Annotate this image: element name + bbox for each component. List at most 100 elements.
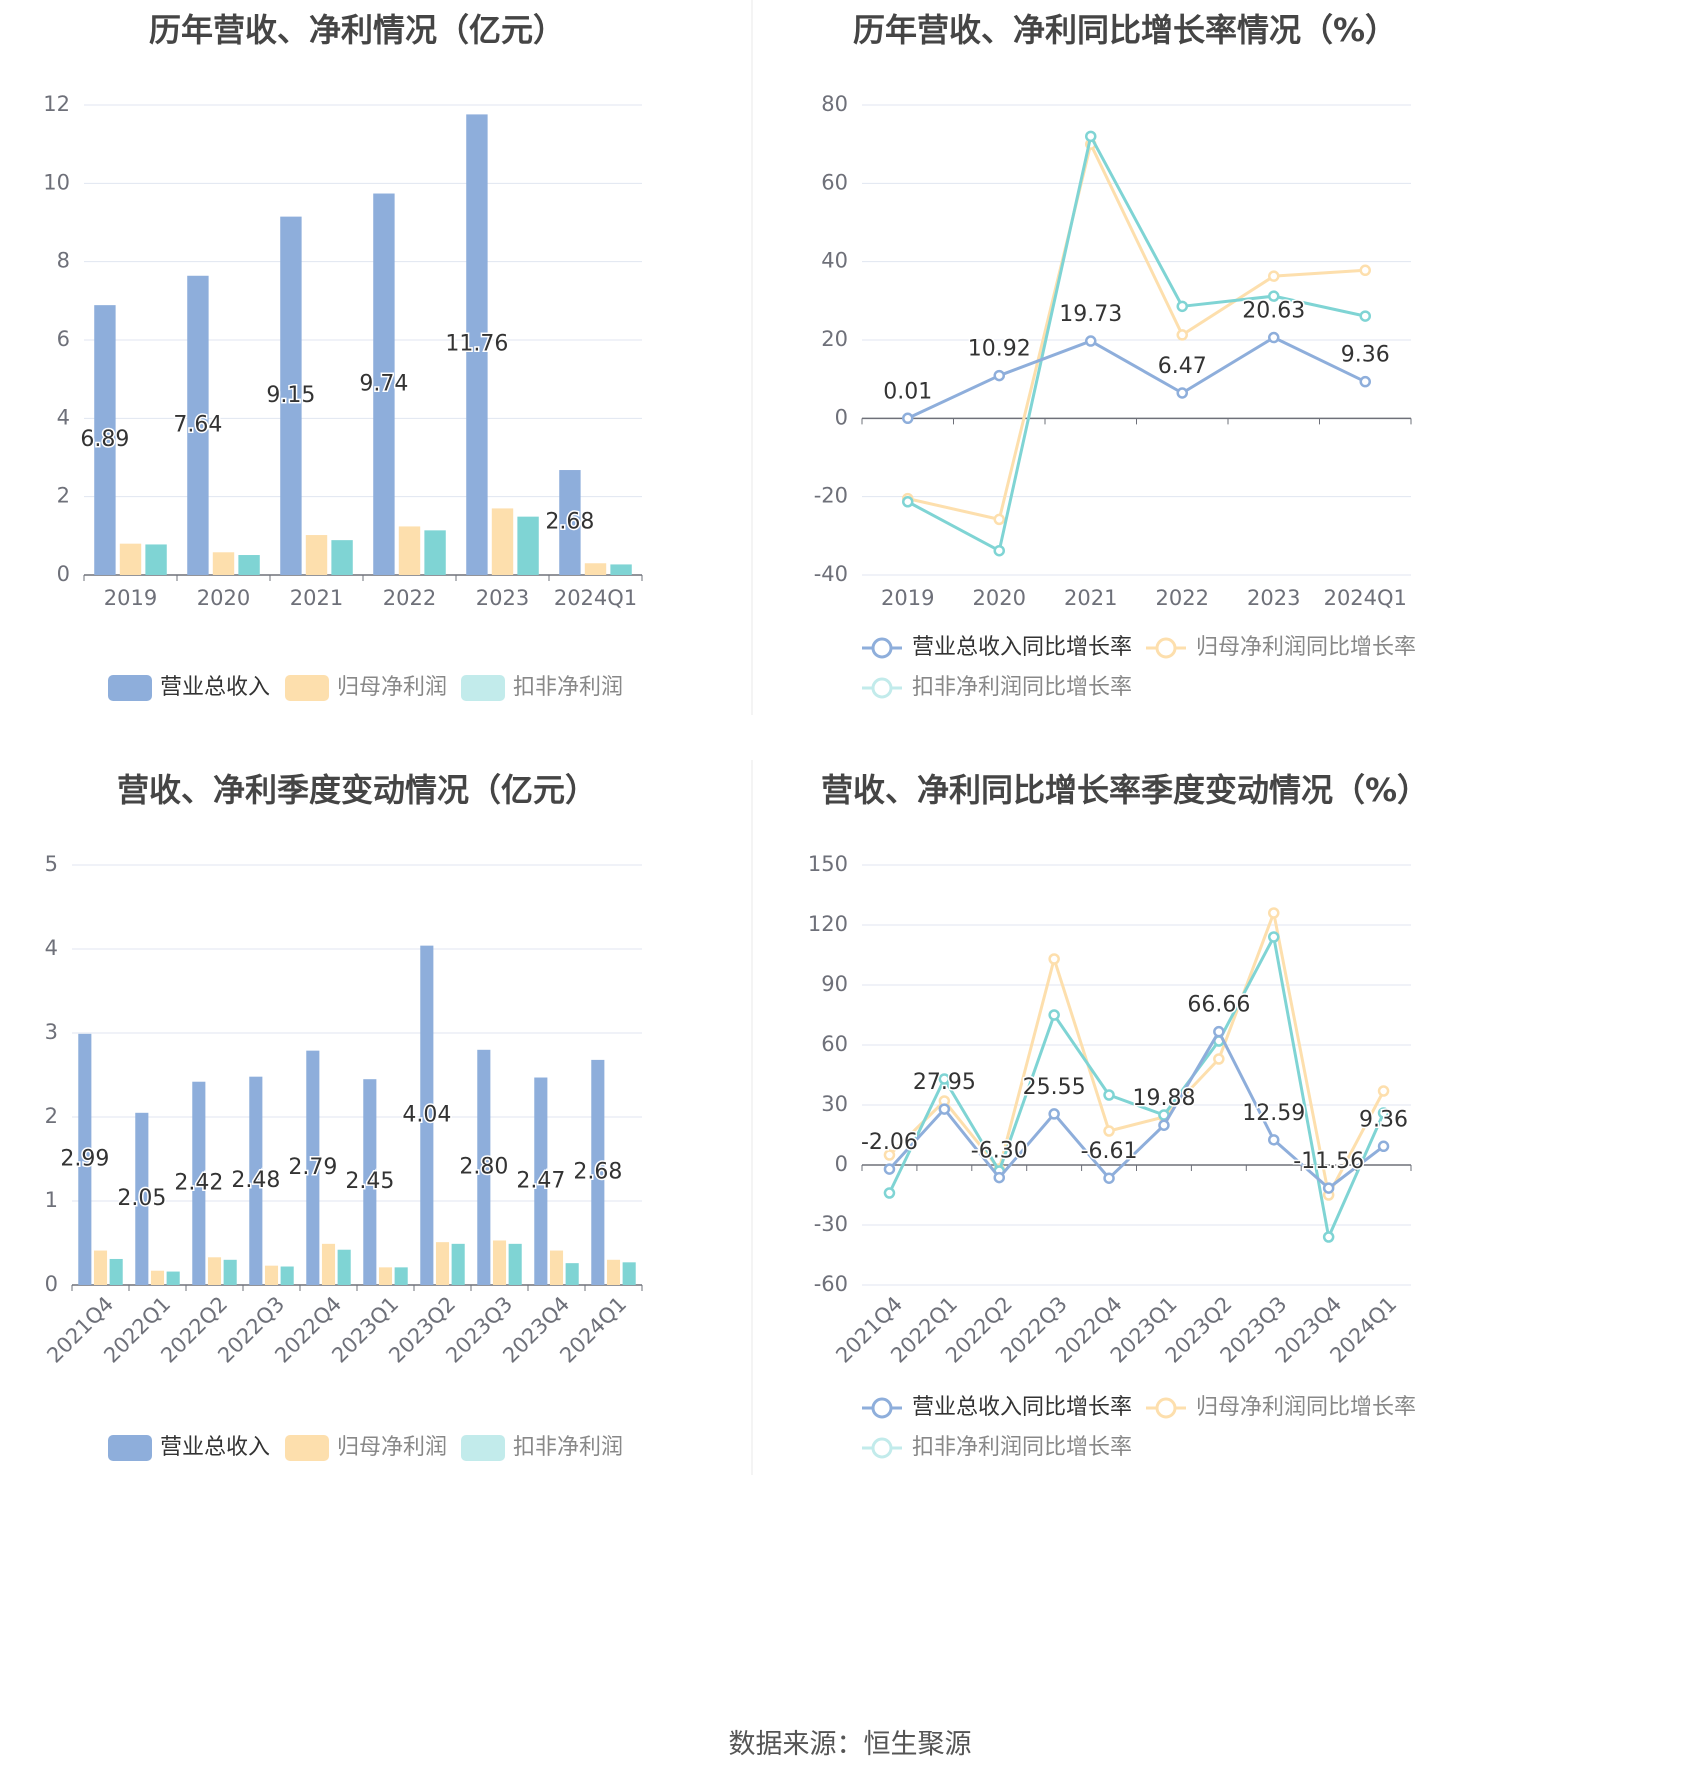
annual-growth-point-revenue-growth [1359, 375, 1371, 388]
quarter-growth-point-revenue-growth [1377, 1140, 1390, 1153]
quarter-amount-bar-net-profit [606, 1259, 621, 1285]
quarter-growth-value-label: 27.95 [913, 1070, 976, 1095]
annual-amount-value-label: 9.74 [359, 371, 408, 396]
quarter-amount-y-tick-label: 3 [45, 1020, 58, 1044]
quarter-growth-y-tick-label: 150 [808, 852, 848, 876]
annual-growth-x-tick-label: 2019 [881, 586, 934, 610]
quarter-growth-point-revenue-growth [1158, 1119, 1170, 1131]
quarter-amount-title: 营收、净利季度变动情况（亿元） [117, 771, 597, 809]
quarter-growth-y-tick-label: 0 [835, 1152, 848, 1176]
annual-growth-legend-label: 营业总收入同比增长率 [912, 635, 1132, 660]
annual-amount-legend-label: 营业总收入 [160, 675, 270, 700]
quarter-amount-bar-deducted-profit [394, 1267, 408, 1285]
quarter-amount-value-label: 2.79 [288, 1155, 337, 1180]
quarter-amount-bar-deducted-profit [622, 1262, 636, 1285]
quarter-growth-line-revenue-growth [888, 1030, 1385, 1190]
quarter-growth-legend-marker [1155, 1397, 1177, 1419]
annual-growth-x-tick-label: 2020 [973, 586, 1026, 610]
annual-amount-y-tick-label: 12 [43, 92, 70, 116]
quarter-growth-y-tick-label: 60 [821, 1032, 848, 1056]
annual-growth-x-tick-label: 2023 [1247, 586, 1300, 610]
quarter-amount-bar-deducted-profit [337, 1249, 351, 1285]
annual-amount-bar-deducted-profit [145, 544, 167, 575]
annual-amount-y-tick-label: 10 [43, 170, 70, 194]
quarter-amount-legend-swatch [461, 1435, 505, 1461]
annual-growth-legend-label: 扣非净利润同比增长率 [912, 675, 1132, 700]
annual-amount-y-tick-label: 4 [57, 405, 70, 429]
quarter-amount-bar-net-profit [492, 1240, 507, 1285]
quarter-amount-bar-deducted-profit [508, 1243, 522, 1285]
annual-amount-bar-revenue [373, 193, 395, 575]
annual-amount-y-tick-label: 8 [57, 249, 70, 273]
annual-amount-legend-swatch [108, 675, 152, 701]
annual-growth-line-revenue-growth [907, 336, 1366, 420]
annual-amount-value-label: 6.89 [80, 427, 129, 452]
quarter-growth-value-label: -2.06 [861, 1130, 918, 1155]
annual-amount-y-tick-label: 2 [57, 484, 70, 508]
quarter-amount-bar-net-profit [549, 1250, 564, 1285]
annual-amount-legend-swatch [285, 675, 329, 701]
annual-amount-x-tick-label: 2021 [290, 586, 343, 610]
annual-growth-point-deducted-profit-growth [1085, 130, 1097, 143]
quarter-growth-point-deducted-profit-growth [1322, 1231, 1335, 1243]
quarter-growth-value-label: -6.61 [1081, 1139, 1138, 1164]
data-source-note: 数据来源：恒生聚源 [728, 1729, 972, 1760]
quarter-amount-y-tick-label: 2 [45, 1104, 58, 1128]
quarter-amount-value-label: 2.42 [174, 1170, 223, 1195]
annual-growth-point-deducted-profit-growth [993, 544, 1005, 557]
annual-growth-x-tick-label: 2024Q1 [1324, 586, 1407, 610]
annual-amount-bar-net-profit [305, 535, 328, 575]
quarter-amount-bar-revenue [477, 1049, 491, 1285]
annual-growth-point-net-profit-growth [1359, 264, 1371, 277]
quarter-growth-point-net-profit-growth [1268, 907, 1280, 919]
annual-amount-chart: 历年营收、净利情况（亿元） 0 2 4 6 8 10 12 2019 2020 2021 2022 20… [43, 11, 643, 701]
annual-amount-bar-deducted-profit [238, 555, 260, 575]
annual-growth-line-deducted-profit-growth [907, 134, 1366, 553]
quarter-growth-point-deducted-profit-growth [1103, 1089, 1115, 1101]
annual-growth-y-tick-label: 20 [821, 327, 848, 351]
quarter-amount-bar-revenue [306, 1050, 320, 1285]
annual-growth-x-tick-label: 2021 [1064, 586, 1117, 610]
quarter-amount-y-tick-label: 0 [45, 1272, 58, 1296]
quarter-growth-point-revenue-growth [1213, 1025, 1225, 1038]
annual-amount-bar-deducted-profit [610, 564, 632, 575]
annual-amount-legend-swatch [461, 675, 505, 701]
annual-growth-value-label: 10.92 [968, 337, 1031, 362]
annual-amount-value-label: 7.64 [173, 412, 222, 437]
quarter-growth-point-net-profit-growth [1103, 1125, 1115, 1137]
quarter-amount-value-label: 4.04 [402, 1102, 451, 1127]
quarter-growth-y-tick-label: -60 [814, 1272, 848, 1296]
annual-growth-point-net-profit-growth [1268, 270, 1280, 282]
annual-growth-point-net-profit-growth [993, 513, 1005, 526]
annual-growth-x-tick-label: 2022 [1156, 586, 1209, 610]
annual-growth-value-label: 0.01 [883, 379, 932, 404]
quarter-growth-line-deducted-profit-growth [888, 935, 1385, 1239]
quarter-growth-point-revenue-growth [1322, 1182, 1335, 1194]
quarter-growth-y-tick-label: -30 [814, 1212, 848, 1236]
quarter-amount-bar-revenue [78, 1033, 92, 1285]
quarter-amount-y-tick-label: 4 [45, 936, 58, 960]
quarter-growth-title: 营收、净利同比增长率季度变动情况（%） [821, 771, 1429, 809]
annual-amount-value-label: 9.15 [266, 383, 315, 408]
quarter-amount-value-label: 2.45 [345, 1169, 394, 1194]
annual-growth-value-label: 6.47 [1158, 354, 1207, 379]
annual-amount-y-tick-label: 6 [57, 327, 70, 351]
annual-growth-point-deducted-profit-growth [1359, 310, 1371, 322]
quarter-amount-bar-revenue [591, 1059, 605, 1285]
quarter-amount-bar-deducted-profit [280, 1266, 294, 1285]
quarter-growth-point-deducted-profit-growth [938, 1073, 951, 1085]
annual-amount-y-tick-label: 0 [57, 562, 70, 586]
quarter-growth-y-tick-label: 30 [821, 1092, 848, 1116]
quarter-amount-value-label: 2.47 [516, 1168, 565, 1193]
quarter-growth-point-revenue-growth [1268, 1134, 1280, 1146]
quarter-amount-value-label: 2.05 [117, 1186, 166, 1211]
quarter-growth-value-label: 12.59 [1242, 1101, 1305, 1126]
quarter-amount-bar-revenue [135, 1112, 149, 1285]
quarter-growth-chart: 营收、净利同比增长率季度变动情况（%）-60-30030609012015020… [808, 771, 1429, 1460]
quarter-amount-bar-net-profit [150, 1270, 165, 1285]
quarter-growth-value-label: -6.30 [971, 1139, 1028, 1164]
quarter-amount-legend-label: 归母净利润 [337, 1435, 447, 1460]
quarter-amount-bar-revenue [363, 1079, 377, 1285]
annual-amount-bar-net-profit [212, 552, 235, 575]
annual-amount-x-tick-label: 2022 [383, 586, 436, 610]
